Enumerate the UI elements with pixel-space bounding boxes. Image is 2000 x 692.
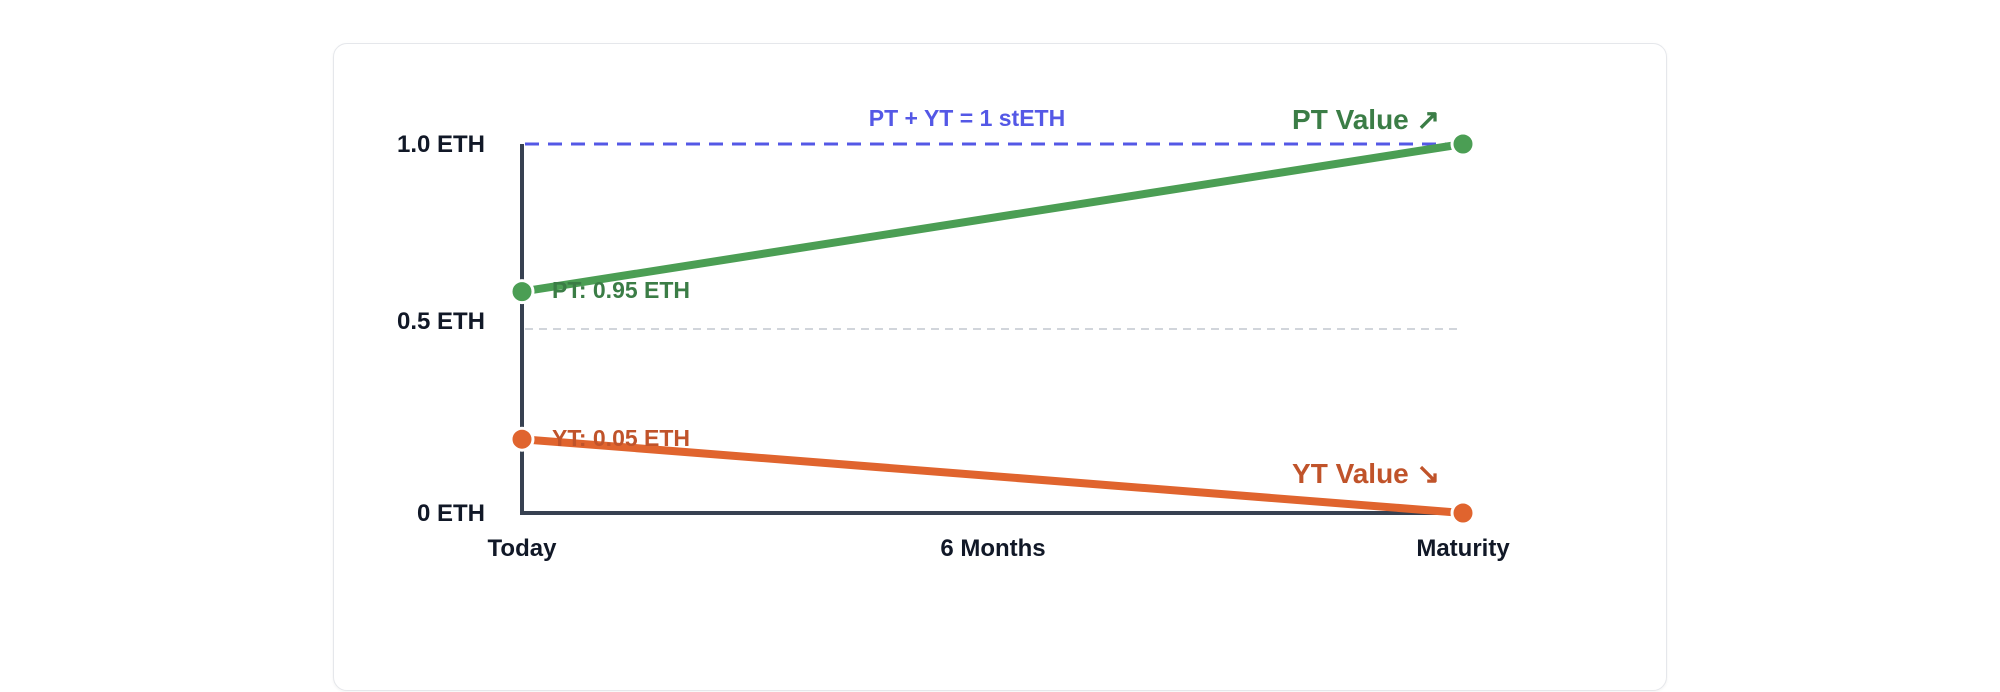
pt-series-label: PT Value ↗ — [1292, 104, 1440, 135]
x-tick-label: Today — [488, 535, 558, 562]
pt-start-point — [511, 281, 533, 303]
x-tick-label: Maturity — [1416, 535, 1510, 562]
y-tick-label: 0.5 ETH — [397, 308, 485, 335]
pt-end-point — [1452, 133, 1474, 155]
yt-end-point — [1452, 502, 1474, 524]
yt-start-point — [511, 428, 533, 450]
yt-point-label: YT: 0.05 ETH — [552, 425, 690, 451]
pt-point-label: PT: 0.95 ETH — [552, 277, 690, 303]
y-tick-label: 1.0 ETH — [397, 131, 485, 158]
yt-series-label: YT Value ↘ — [1292, 458, 1440, 489]
x-tick-label: 6 Months — [940, 535, 1045, 562]
reference-line-label: PT + YT = 1 stETH — [869, 105, 1065, 131]
pt-value-line — [522, 144, 1463, 292]
y-tick-label: 0 ETH — [417, 500, 485, 527]
